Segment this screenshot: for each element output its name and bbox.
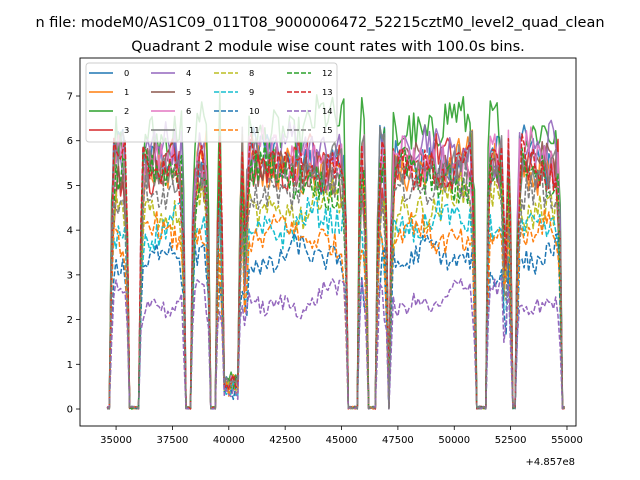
series-line-9 [106,195,566,410]
legend-label-11: 11 [249,125,260,135]
plot-frame [79,57,577,427]
x-offset-label: +4.857e8 [525,457,575,468]
x-tick-label: 40000 [213,435,245,446]
y-tick-label: 1 [67,360,73,371]
x-tick-label: 35000 [100,435,132,446]
figure-suptitle: n file: modeM0/AS1C09_011T08_9000006472_… [35,15,604,31]
x-tick-label: 55000 [551,435,583,446]
legend-label-2: 2 [124,106,129,116]
series-line-15 [107,158,565,410]
legend-label-12: 12 [322,68,333,78]
legend-label-0: 0 [124,68,129,78]
x-tick-label: 45000 [326,435,358,446]
legend-box [85,62,338,143]
legend-label-10: 10 [249,106,260,116]
legend-label-8: 8 [249,68,254,78]
y-tick-label: 6 [67,136,73,147]
y-tick-label: 0 [67,405,73,416]
y-tick-label: 4 [67,226,73,237]
series-line-13 [106,132,565,410]
y-tick-label: 3 [67,270,73,281]
y-tick-label: 7 [67,92,73,103]
legend-label-1: 1 [124,87,129,97]
legend-label-3: 3 [124,125,129,135]
x-tick-label: 42500 [269,435,301,446]
y-tick-label: 5 [67,181,73,192]
legend-label-14: 14 [322,106,333,116]
legend-label-7: 7 [186,125,191,135]
series-line-10 [106,232,566,410]
y-tick-label: 2 [67,315,73,326]
x-tick-label: 52500 [495,435,527,446]
series-line-12 [106,142,566,410]
legend-label-15: 15 [322,125,333,135]
legend-label-4: 4 [186,68,191,78]
x-tick-label: 37500 [157,435,189,446]
series-layer [106,90,566,410]
legend-label-6: 6 [186,106,191,116]
legend-label-9: 9 [249,87,254,97]
series-line-14 [106,277,566,410]
chart-title: Quadrant 2 module wise count rates with … [131,39,525,55]
tick-layer: 35000 37500 40000 42500 45000 47500 50000 52500… [67,92,583,446]
legend-label-13: 13 [322,87,333,97]
x-tick-label: 47500 [382,435,414,446]
legend-label-5: 5 [186,87,191,97]
x-tick-label: 50000 [438,435,470,446]
